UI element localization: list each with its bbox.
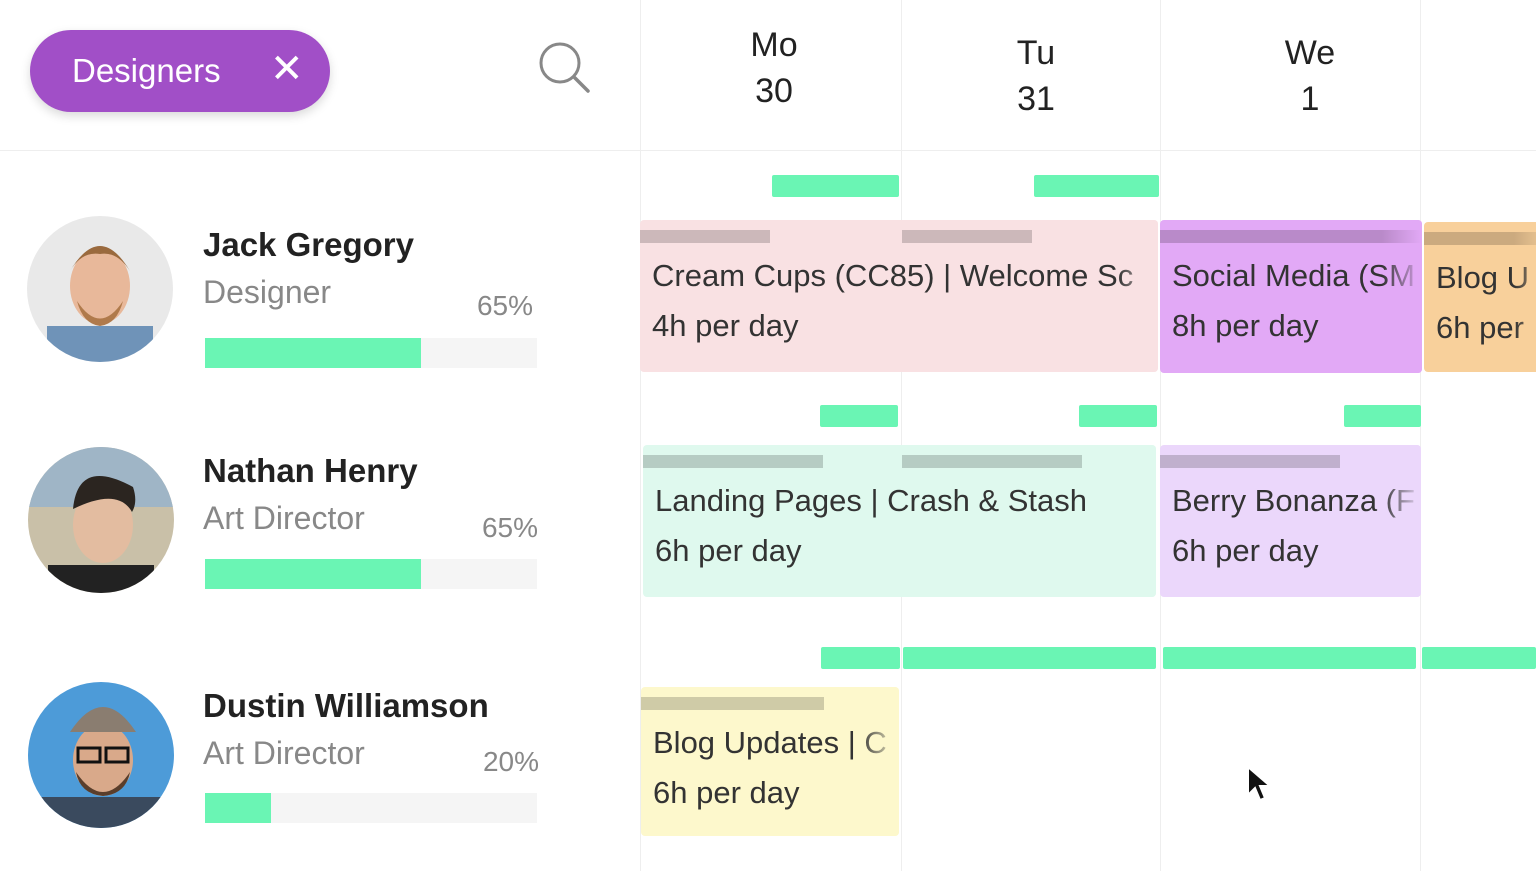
booking-title: Cream Cups (CC85) | Welcome Sc	[652, 258, 1134, 293]
capacity-bar	[821, 647, 900, 669]
day-header: Tu 31	[906, 30, 1166, 122]
booking-title: Social Media (SM	[1172, 258, 1415, 293]
booking-hours: 6h per day	[653, 775, 800, 810]
divider	[1420, 0, 1421, 871]
booking-title: Landing Pages | Crash & Stash	[655, 483, 1087, 518]
avatar	[28, 447, 174, 593]
person-name: Nathan Henry	[203, 452, 418, 489]
booking-title: Blog U	[1436, 260, 1530, 295]
utilization-label: 20%	[482, 746, 539, 777]
utilization-track	[205, 793, 537, 823]
search-icon[interactable]	[535, 38, 593, 96]
booking-hours: 6h per day	[1172, 533, 1319, 568]
booking-title: Blog Updates | C	[653, 725, 887, 760]
person-role: Designer	[203, 274, 332, 310]
utilization-label: 65%	[481, 512, 538, 543]
booking-hours: 6h per	[1436, 310, 1524, 345]
capacity-bar	[772, 175, 899, 197]
booking[interactable]: Berry Bonanza (F 6h per day	[1160, 445, 1421, 597]
person-role: Art Director	[203, 735, 365, 771]
day-header: We 1	[1180, 30, 1440, 122]
capacity-bar	[1422, 647, 1536, 669]
booking-hours: 4h per day	[652, 308, 799, 343]
divider	[0, 150, 1536, 151]
booking[interactable]: Social Media (SM 8h per day	[1160, 220, 1422, 373]
utilization-track	[205, 559, 537, 589]
date: 1	[1300, 80, 1320, 118]
weekday: Mo	[750, 26, 798, 64]
date: 30	[755, 72, 793, 110]
capacity-bar	[1344, 405, 1421, 427]
booking[interactable]: Blog Updates | C 6h per day	[641, 687, 899, 836]
utilization-label: 65%	[476, 290, 533, 321]
booking-hours: 8h per day	[1172, 308, 1319, 343]
booking-hours: 6h per day	[655, 533, 802, 568]
utilization-bar	[205, 338, 421, 368]
avatar	[27, 216, 173, 362]
weekday: We	[1284, 34, 1336, 72]
utilization-track	[205, 338, 537, 368]
filter-chip[interactable]: Designers ✕	[30, 30, 330, 112]
weekday: Tu	[1016, 34, 1056, 72]
capacity-bar	[820, 405, 898, 427]
capacity-bar	[1163, 647, 1416, 669]
capacity-bar	[1034, 175, 1159, 197]
cursor	[1247, 765, 1273, 802]
divider	[640, 0, 641, 871]
divider	[901, 0, 902, 871]
capacity-bar	[903, 647, 1156, 669]
day-header: Mo 30	[644, 22, 904, 114]
divider	[1160, 0, 1161, 871]
utilization-bar	[205, 559, 421, 589]
utilization-bar	[205, 793, 272, 823]
chip-label: Designers	[72, 52, 221, 89]
booking[interactable]: Cream Cups (CC85) | Welcome Sc 4h per da…	[640, 220, 1158, 372]
person-name: Jack Gregory	[203, 226, 414, 263]
capacity-bar	[1079, 405, 1157, 427]
booking[interactable]: Blog U 6h per	[1424, 222, 1536, 372]
date: 31	[1017, 80, 1055, 118]
person-role: Art Director	[203, 500, 365, 536]
chip-remove[interactable]: ✕	[270, 47, 304, 91]
booking[interactable]: Landing Pages | Crash & Stash 6h per day	[643, 445, 1156, 597]
person-name: Dustin Williamson	[203, 687, 489, 724]
booking-title: Berry Bonanza (F	[1172, 483, 1415, 518]
avatar	[28, 682, 174, 828]
